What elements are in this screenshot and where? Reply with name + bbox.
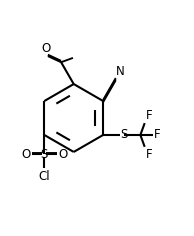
Text: F: F (146, 109, 152, 122)
Text: Cl: Cl (38, 170, 50, 183)
Text: O: O (58, 148, 68, 161)
Text: S: S (121, 128, 128, 141)
Text: N: N (116, 65, 125, 78)
Text: F: F (154, 128, 161, 141)
Text: F: F (146, 148, 152, 161)
Text: S: S (41, 148, 48, 161)
Text: O: O (21, 148, 30, 161)
Text: O: O (42, 42, 51, 55)
